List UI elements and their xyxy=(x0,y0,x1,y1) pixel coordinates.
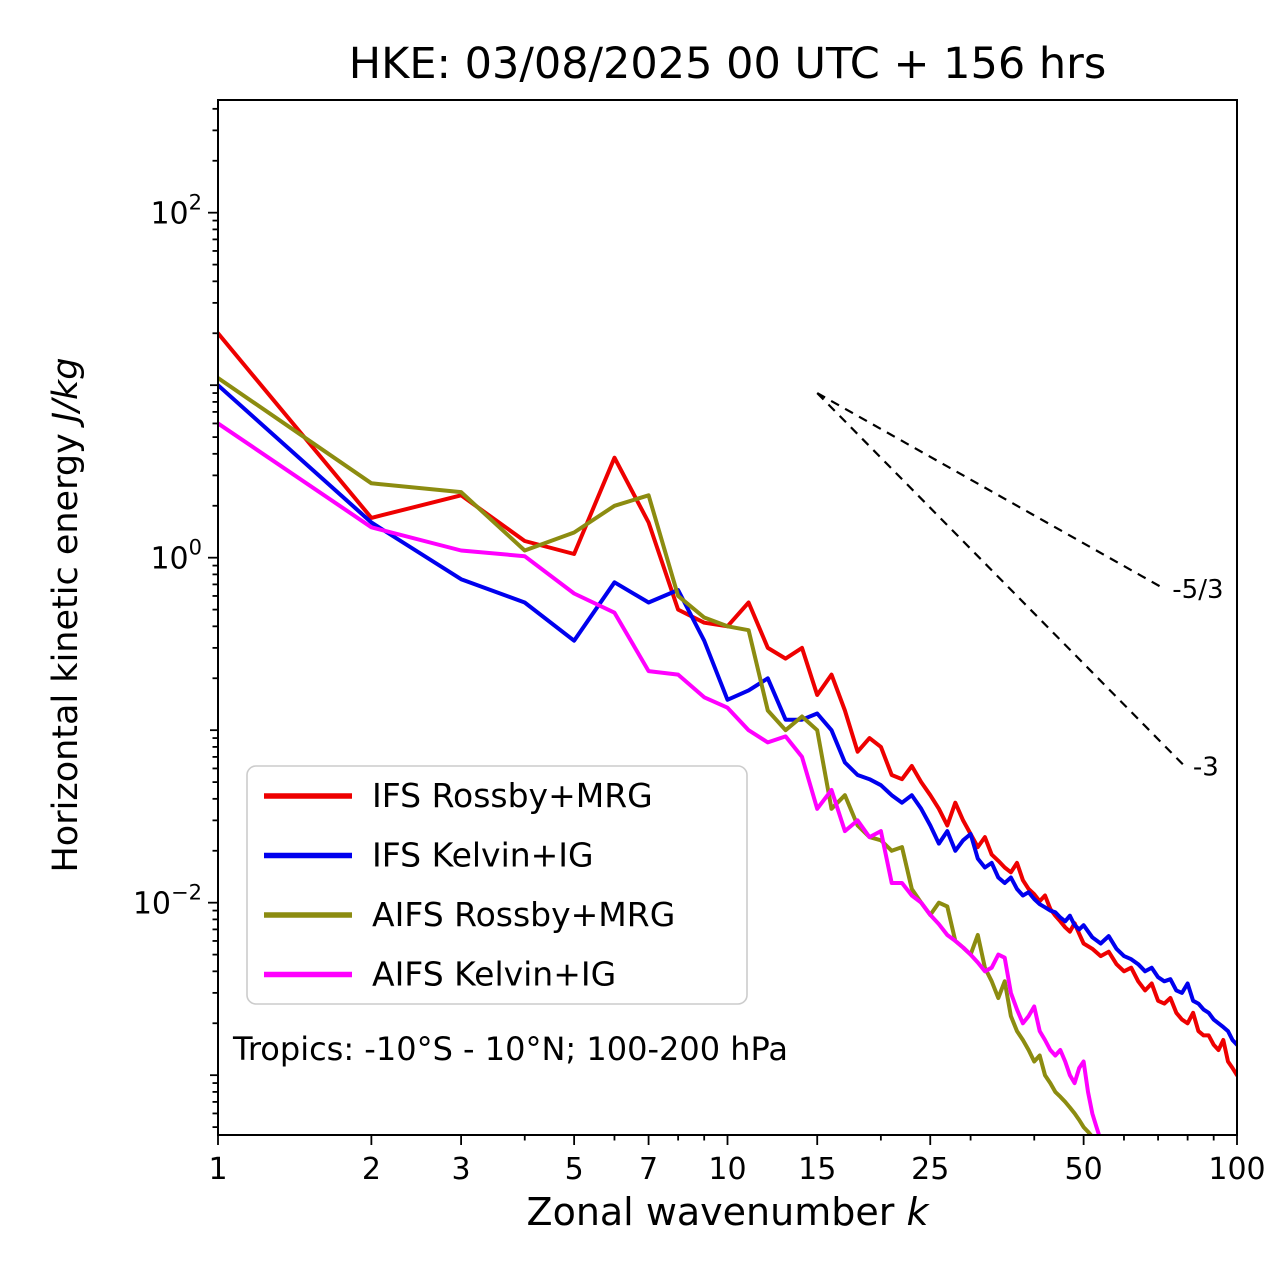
reference-slope-label: -5/3 xyxy=(1172,575,1223,605)
x-tick-label: 5 xyxy=(565,1152,584,1187)
legend-label-ifs-kelvin-ig: IFS Kelvin+IG xyxy=(372,836,594,875)
x-tick-label: 3 xyxy=(452,1152,471,1187)
x-tick-label: 15 xyxy=(798,1152,836,1187)
y-axis-label-text: Horizontal kinetic energy xyxy=(46,422,86,873)
series-line-ifs-rossby-mrg xyxy=(218,331,1237,1078)
x-tick-label: 2 xyxy=(362,1152,381,1187)
x-tick-label: 7 xyxy=(639,1152,658,1187)
x-axis-label: Zonal wavenumber k xyxy=(218,1190,1237,1234)
chart-title: HKE: 03/08/2025 00 UTC + 156 hrs xyxy=(348,39,1107,89)
y-axis-label-math: J/kg xyxy=(46,357,86,423)
reference-slope5-3 xyxy=(816,392,1165,590)
legend-label-ifs-rossby-mrg: IFS Rossby+MRG xyxy=(372,776,653,815)
legend: IFS Rossby+MRG IFS Kelvin+IG AIFS Rossby+M… xyxy=(246,765,748,1005)
legend-box xyxy=(246,765,748,1005)
y-tick-label: 10−2 xyxy=(133,881,202,922)
series-line-ifs-kelvin-ig xyxy=(218,383,1237,1047)
x-tick-label: 10 xyxy=(708,1152,746,1187)
y-axis-label: Horizontal kinetic energy J/kg xyxy=(46,357,86,872)
region-annotation: Tropics: -10°S - 10°N; 100-200 hPa xyxy=(233,1030,788,1068)
x-axis-label-math: k xyxy=(906,1190,929,1234)
reference-slope3 xyxy=(816,392,1186,768)
x-tick-label: 25 xyxy=(911,1152,949,1187)
reference-slope-label: -3 xyxy=(1193,752,1219,782)
y-tick-label: 100 xyxy=(150,536,202,577)
legend-label-aifs-rossby-mrg: AIFS Rossby+MRG xyxy=(372,895,675,934)
x-tick-label: 100 xyxy=(1208,1152,1265,1187)
y-tick-label: 102 xyxy=(150,191,202,232)
x-axis-label-text: Zonal wavenumber xyxy=(526,1190,907,1234)
plot-border xyxy=(217,99,1238,1136)
series-line-aifs-kelvin-ig xyxy=(218,421,1102,1135)
legend-label-aifs-kelvin-ig: AIFS Kelvin+IG xyxy=(372,955,616,994)
x-tick-label: 1 xyxy=(208,1152,227,1187)
x-tick-label: 50 xyxy=(1065,1152,1103,1187)
